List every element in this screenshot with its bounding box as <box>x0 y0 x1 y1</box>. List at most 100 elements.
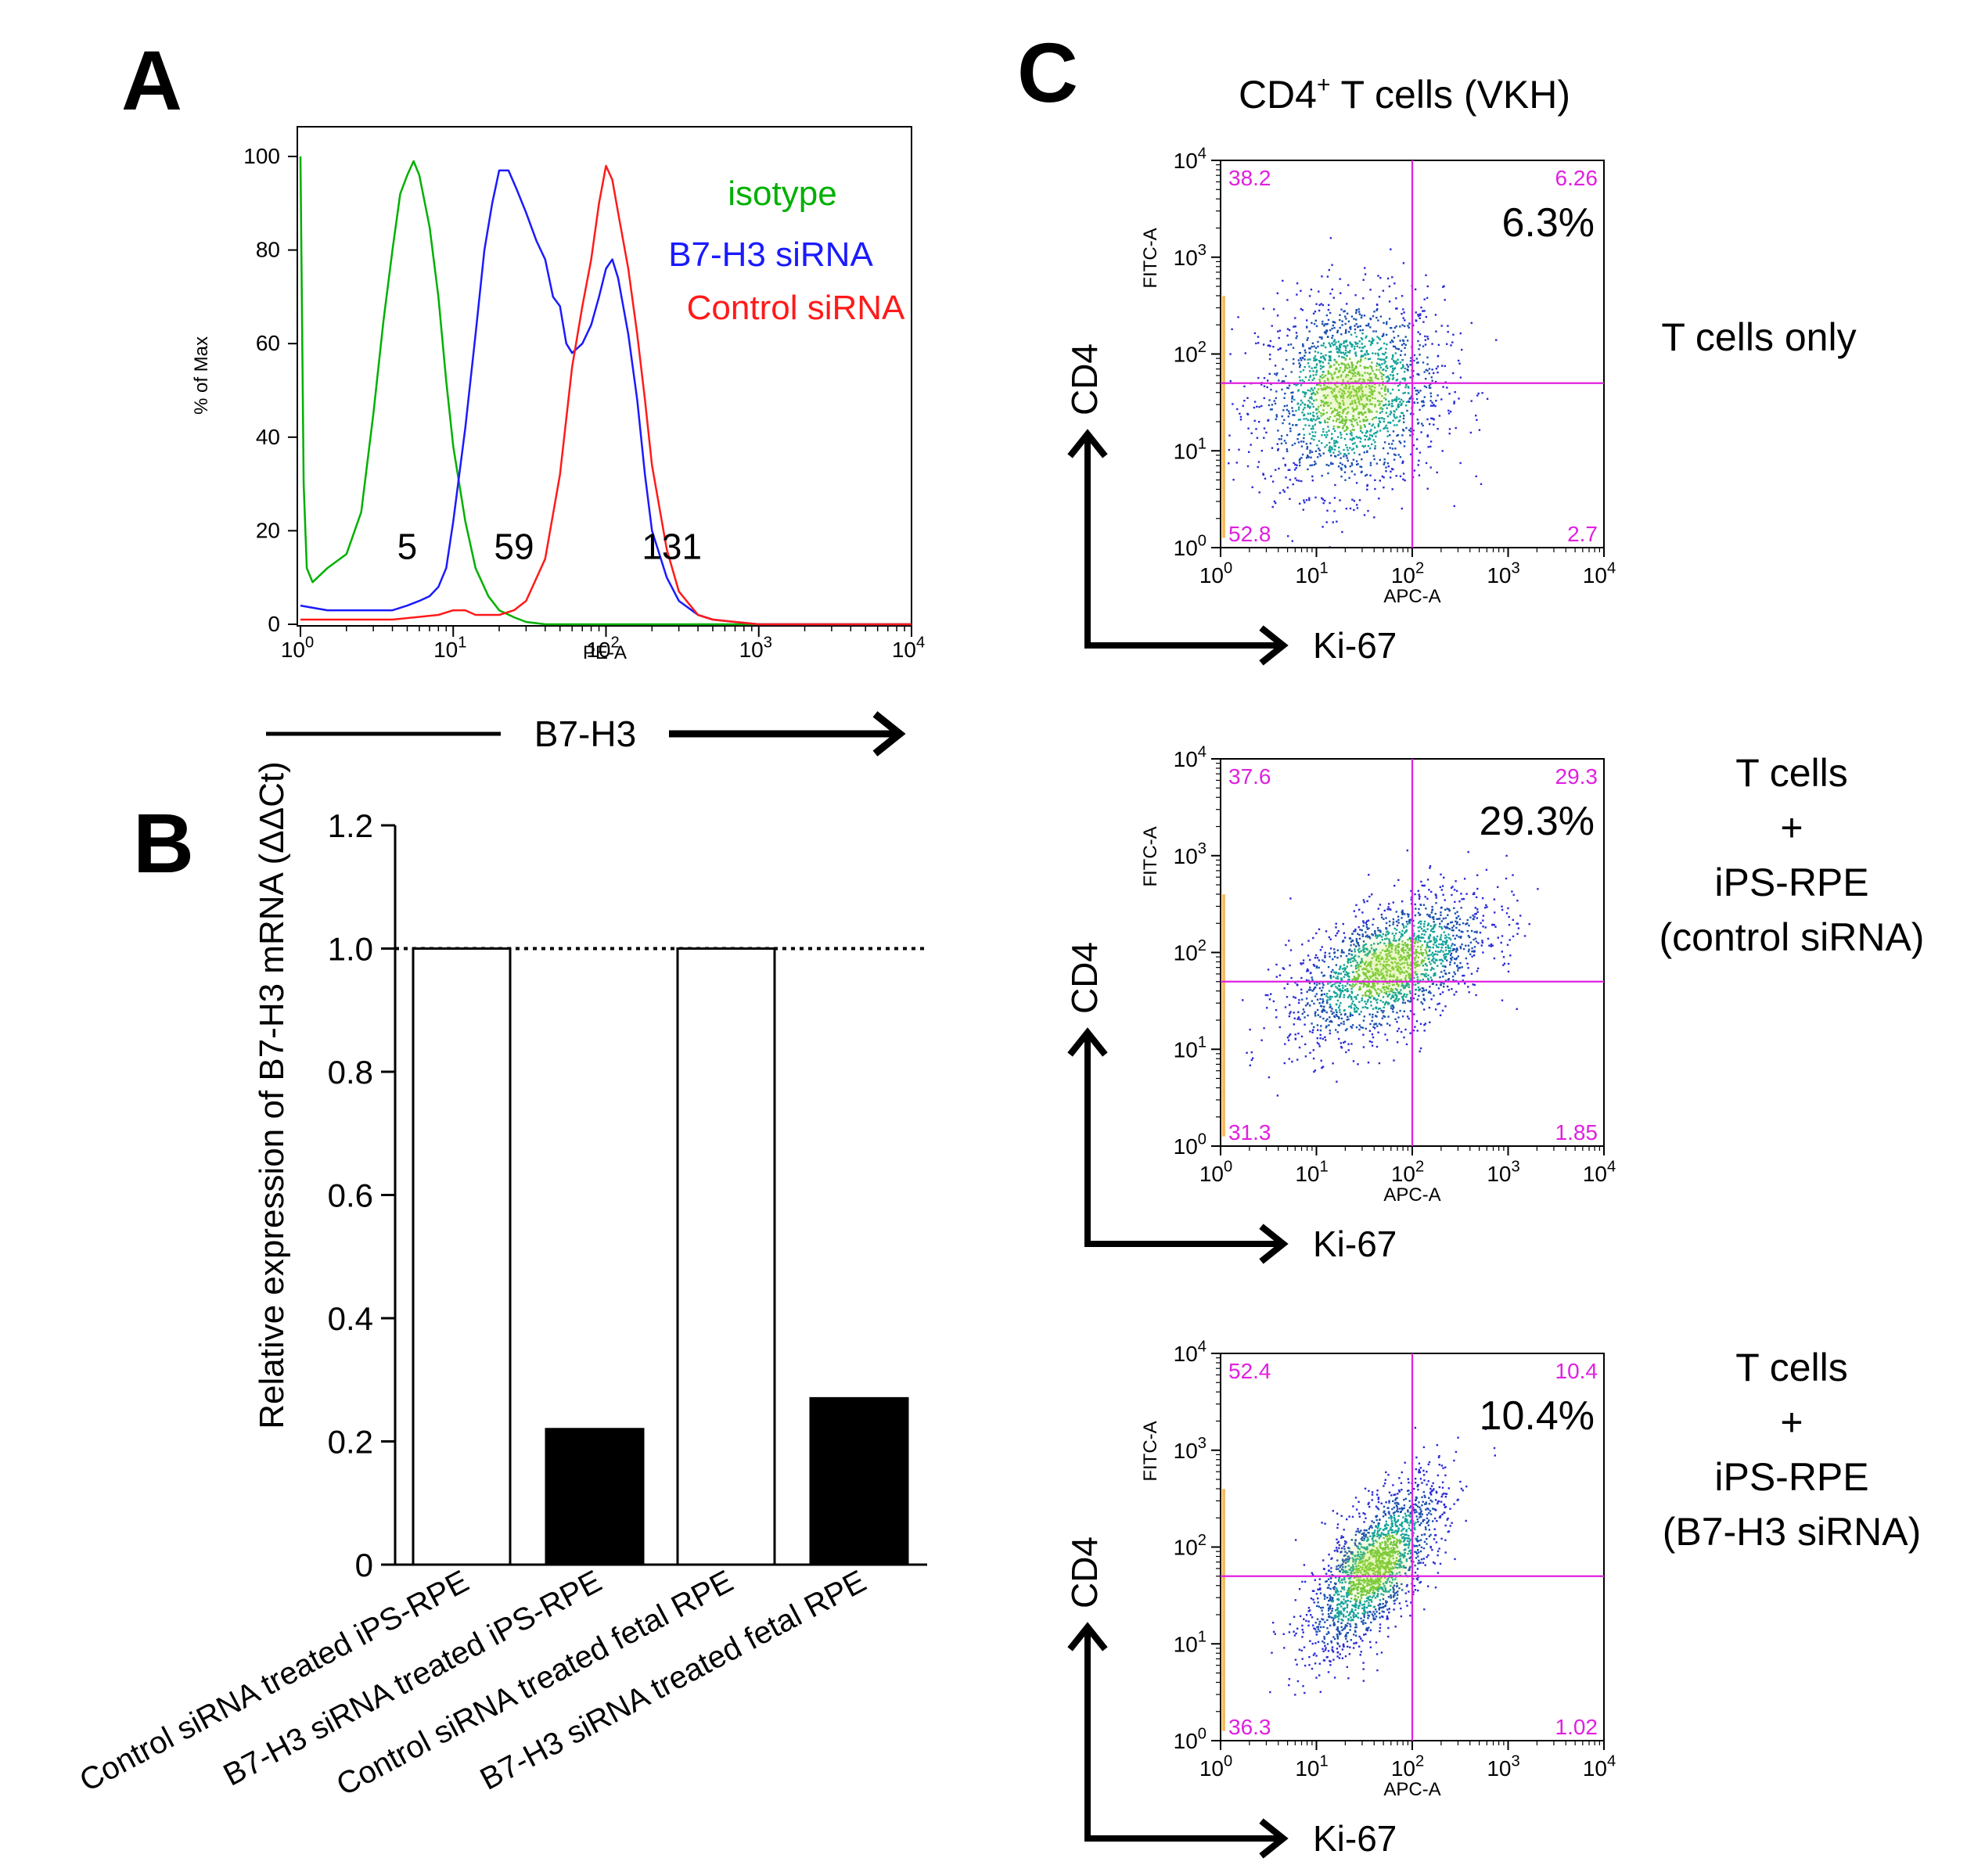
flow-dot <box>1269 340 1272 343</box>
flow-dot <box>1336 1550 1339 1553</box>
flow-dot <box>1321 1618 1323 1620</box>
flow-dot <box>1324 1644 1326 1647</box>
flow-dot <box>1392 991 1395 994</box>
flow-dot <box>1336 981 1338 984</box>
flow-dot <box>1375 416 1377 419</box>
flow-dot <box>1307 455 1309 458</box>
flow-dot <box>1389 476 1392 479</box>
flow-dot <box>1335 1568 1338 1570</box>
flow-dot <box>1451 929 1453 932</box>
flow-dot <box>1444 940 1446 943</box>
flow-dot <box>1304 351 1307 354</box>
flow-dot <box>1365 1027 1367 1030</box>
flow-dot <box>1357 955 1360 958</box>
flow-dot <box>1340 308 1343 311</box>
flow-dot <box>1378 1062 1381 1065</box>
flow-dot <box>1338 1632 1341 1634</box>
flow-dot <box>1397 915 1400 918</box>
flow-dot <box>1271 447 1274 449</box>
flow-dot <box>1317 1597 1319 1600</box>
flow-dot <box>1401 507 1403 510</box>
flow-dot <box>1420 1001 1422 1004</box>
flow-dot <box>1325 332 1327 335</box>
flow-dot <box>1379 941 1382 944</box>
flow-dot <box>1364 372 1366 374</box>
flow-dot <box>1323 961 1325 963</box>
flow-dot <box>1322 498 1324 501</box>
flow-dot <box>1333 326 1336 329</box>
flow-dot <box>1354 353 1357 355</box>
flow-dot <box>1444 908 1447 911</box>
flow-dot <box>1352 957 1354 959</box>
flow-dot <box>1314 1069 1317 1072</box>
flow-dot <box>1314 1622 1317 1624</box>
flow-dot <box>1295 466 1297 469</box>
flow-dot <box>1290 401 1293 403</box>
flow-dot <box>1407 939 1409 941</box>
flow-dot <box>1482 919 1484 922</box>
flow-dot <box>1383 426 1386 429</box>
flow-dot <box>1272 1630 1275 1633</box>
flow-dot <box>1341 418 1344 420</box>
flow-dot <box>1447 944 1449 947</box>
flow-dot <box>1477 942 1480 944</box>
flow-dot <box>1260 383 1263 386</box>
flow-dot <box>1293 358 1295 361</box>
flow-dot <box>1308 330 1311 332</box>
flow-dot <box>1336 1635 1339 1637</box>
flow-dot <box>1372 934 1374 936</box>
flow-dot <box>1419 1581 1421 1584</box>
flow-dot <box>1335 926 1337 929</box>
flow-dot <box>1355 1626 1357 1628</box>
flow-dot <box>1486 906 1488 908</box>
flow-dot <box>1447 950 1451 952</box>
flow-dot <box>1309 1609 1311 1612</box>
flow-dot <box>1448 428 1451 430</box>
flow-dot <box>1336 346 1338 348</box>
flow-dot <box>1426 363 1429 365</box>
flow-dot <box>1347 972 1350 975</box>
flow-dot <box>1438 1547 1440 1550</box>
flow-dot <box>1328 464 1330 467</box>
y-tick-label-0: 0 <box>268 612 280 636</box>
flow-dot <box>1431 401 1433 404</box>
flow-dot <box>1296 1680 1300 1683</box>
flow-dot <box>1339 326 1341 329</box>
flow-dot <box>1307 954 1310 957</box>
flow-dot <box>1393 458 1396 461</box>
flow-dot <box>1329 343 1332 346</box>
flow-x-tick-label: 103 <box>1487 1158 1519 1186</box>
flow-dot <box>1421 405 1424 408</box>
flow-dot <box>1475 940 1478 943</box>
flow-dot <box>1388 1512 1390 1515</box>
flow-dot <box>1335 341 1337 343</box>
flow-dot <box>1314 1015 1317 1017</box>
flow-dot <box>1314 358 1317 361</box>
flow-dot <box>1337 1037 1340 1040</box>
flow-dot <box>1231 328 1233 330</box>
flow-dot <box>1429 1491 1432 1494</box>
flow-dot <box>1429 933 1431 936</box>
flow-dot <box>1246 413 1250 415</box>
flow-dot <box>1485 868 1488 872</box>
flow-dot <box>1309 390 1311 392</box>
flow-dot <box>1319 1691 1322 1693</box>
flow-dot <box>1377 988 1379 990</box>
flow-dot <box>1285 350 1288 352</box>
flow-dot <box>1396 1012 1398 1014</box>
flow-dot <box>1402 429 1404 431</box>
flow-dot <box>1353 943 1355 946</box>
flow-dot <box>1387 379 1390 382</box>
flow-dot <box>1428 1512 1430 1515</box>
flow-dot <box>1397 1590 1399 1593</box>
flow-dot <box>1295 409 1297 412</box>
flow-dot <box>1314 496 1317 499</box>
flow-dot <box>1357 1530 1360 1533</box>
flow-dot <box>1383 909 1386 912</box>
flow-dot <box>1331 1574 1333 1576</box>
flow-dot <box>1341 530 1343 534</box>
flow-dot <box>1317 1588 1319 1590</box>
flow-dot <box>1410 453 1412 455</box>
flow-dot <box>1341 1648 1344 1651</box>
flow-dot <box>1365 473 1368 476</box>
